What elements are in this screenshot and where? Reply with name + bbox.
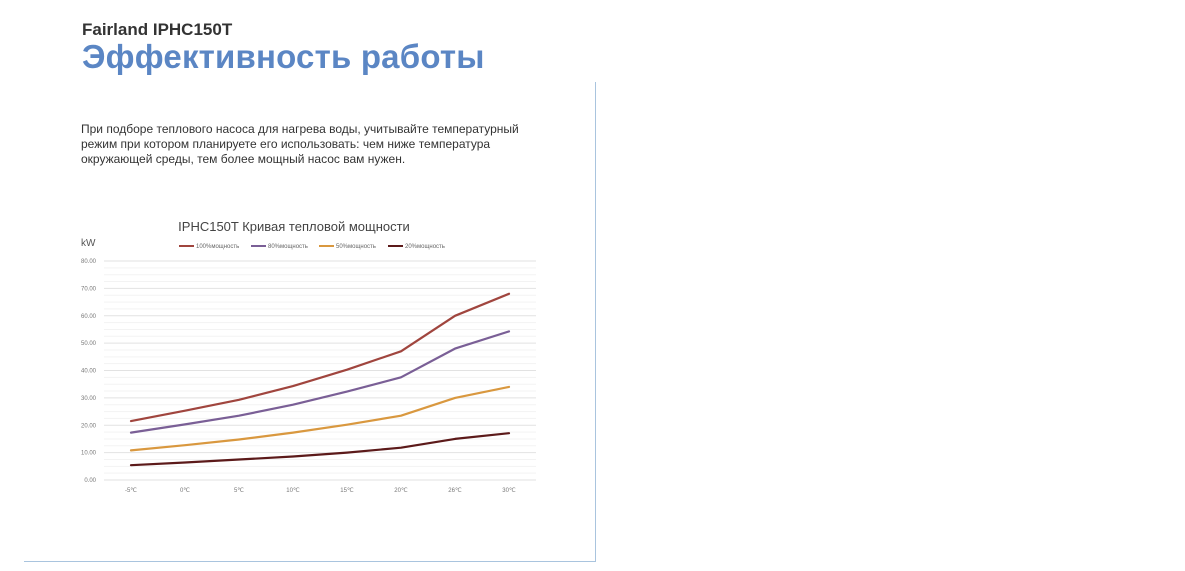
y-tick-label: 0.00: [84, 478, 96, 484]
intro-paragraph: При подборе теплового насоса для нагрева…: [81, 122, 519, 166]
y-tick-label: 40.00: [81, 369, 97, 375]
x-tick-label: 15℃: [340, 488, 354, 494]
legend: 100%мощность 80%мощность 50%мощность 20%мощ…: [179, 244, 445, 250]
legend-label: 80%мощность: [268, 244, 308, 250]
series-line: [129, 432, 511, 467]
y-tick-label: 30.00: [81, 396, 97, 402]
y-tick-label: 20.00: [81, 423, 97, 429]
y-tick-label: 80.00: [81, 259, 97, 265]
legend-label: 100%мощность: [196, 244, 239, 250]
series-line: [129, 330, 511, 434]
y-tick-label: 50.00: [81, 341, 97, 347]
y-tick-label: 60.00: [81, 314, 97, 320]
series-lines: [129, 292, 511, 467]
frame-border-bottom: [24, 561, 596, 562]
y-tick-label: 10.00: [81, 451, 97, 457]
x-tick-label: 20℃: [394, 488, 408, 494]
x-tick-label: 30℃: [502, 488, 516, 494]
x-tick-label: 5℃: [234, 488, 244, 494]
y-tick-labels: 0.00 10.00 20.00 30.00 40.00 50.00 60.00 70.00 8…: [81, 259, 97, 484]
product-model: Fairland IPHC150T: [82, 20, 233, 39]
heat-output-chart: IPHC150T Кривая тепловой мощности kW 0.0…: [81, 219, 536, 494]
page-heading: Эффективность работы: [82, 38, 485, 75]
y-tick-label: 70.00: [81, 286, 97, 292]
x-tick-label: -5℃: [125, 488, 137, 494]
legend-label: 20%мощность: [405, 244, 445, 250]
frame-border-right: [595, 82, 596, 561]
series-line: [129, 385, 511, 452]
legend-label: 50%мощность: [336, 244, 376, 250]
series-line: [129, 292, 511, 423]
x-tick-labels: -5℃ 0℃ 5℃ 10℃ 15℃ 20℃ 26℃ 30℃: [125, 488, 516, 494]
y-axis-label: kW: [81, 238, 96, 249]
chart-title: IPHC150T Кривая тепловой мощности: [178, 219, 410, 234]
x-tick-label: 10℃: [286, 488, 300, 494]
x-tick-label: 26℃: [448, 488, 462, 494]
x-tick-label: 0℃: [180, 488, 190, 494]
